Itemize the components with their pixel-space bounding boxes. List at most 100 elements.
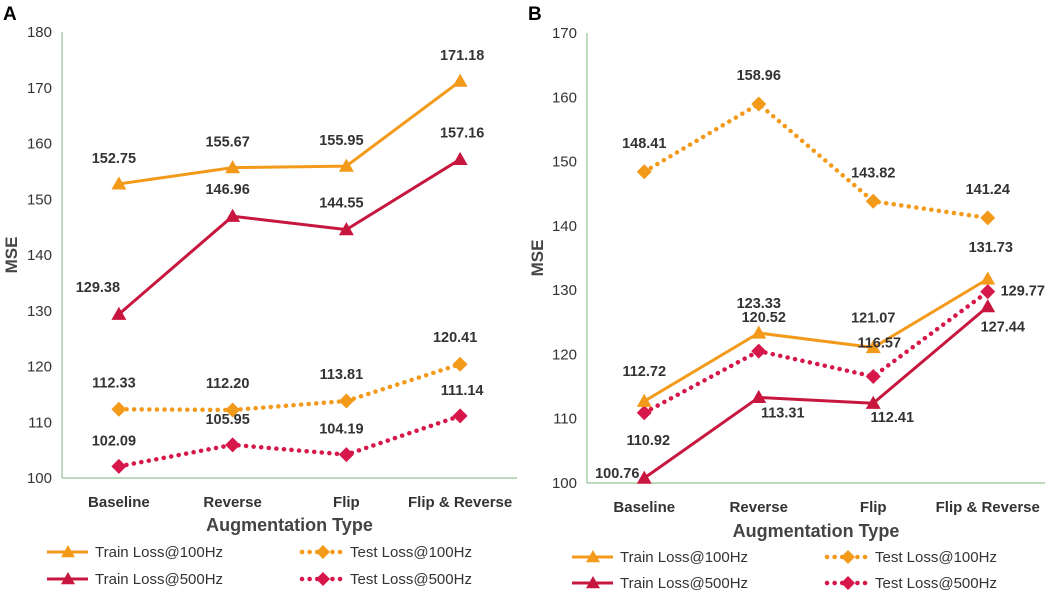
data-label: 102.09 <box>92 433 136 449</box>
data-label: 155.67 <box>205 135 249 151</box>
data-point <box>636 405 652 421</box>
legend-swatch-marker <box>316 545 330 559</box>
x-tick-label: Flip & Reverse <box>936 499 1040 516</box>
series-line <box>642 289 990 416</box>
data-point <box>452 73 468 87</box>
data-label: 112.33 <box>92 375 136 391</box>
data-label: 123.33 <box>737 296 781 312</box>
x-tick-label: Flip <box>333 494 360 511</box>
y-axis-title: MSE <box>528 240 547 277</box>
x-axis-title: Augmentation Type <box>206 515 373 535</box>
legend-label: Test Loss@500Hz <box>875 575 997 591</box>
data-label: 120.41 <box>433 330 477 346</box>
y-tick-label: 150 <box>27 191 52 208</box>
data-point <box>980 284 996 300</box>
series-line <box>116 413 463 469</box>
data-label: 141.24 <box>966 182 1010 198</box>
y-tick-label: 110 <box>28 414 52 431</box>
data-point <box>751 389 767 404</box>
data-label: 146.96 <box>205 182 249 198</box>
data-label: 155.95 <box>319 133 363 149</box>
legend-swatch-marker <box>586 550 600 563</box>
data-point <box>751 96 767 112</box>
legend-label: Test Loss@100Hz <box>875 549 997 566</box>
legend: Train Loss@100Hz Test Loss@100Hz Train Los… <box>47 544 472 588</box>
data-label: 112.41 <box>870 410 914 426</box>
legend-swatch-marker <box>841 576 855 590</box>
data-label: 129.38 <box>76 280 120 296</box>
series-line <box>643 277 989 403</box>
legend-swatch-marker <box>316 572 330 586</box>
data-point <box>636 164 652 180</box>
data-label: 111.14 <box>441 383 484 399</box>
data-point <box>225 208 241 222</box>
series-train-loss-500hz <box>636 299 996 484</box>
x-tick-label: Baseline <box>88 494 150 511</box>
panel-letter: B <box>528 4 542 25</box>
data-label: 116.57 <box>857 335 901 351</box>
y-tick-label: 130 <box>27 303 52 320</box>
data-point <box>111 401 127 417</box>
legend-item-train-loss-100hz: Train Loss@100Hz <box>47 544 223 561</box>
data-label: 148.41 <box>622 136 666 152</box>
data-point <box>111 176 127 190</box>
legend-item-test-loss-100hz: Test Loss@100Hz <box>824 549 997 566</box>
legend-label: Test Loss@100Hz <box>350 544 472 561</box>
y-tick-label: 150 <box>552 154 577 171</box>
data-label: 120.52 <box>742 310 786 326</box>
legend-label: Train Loss@500Hz <box>620 575 748 591</box>
data-point <box>338 222 354 236</box>
data-label: 113.81 <box>320 367 364 383</box>
legend-item-train-loss-100hz: Train Loss@100Hz <box>572 549 748 566</box>
data-point <box>452 408 468 424</box>
legend: Train Loss@100Hz Test Loss@100Hz Train Los… <box>572 549 997 592</box>
data-label: 158.96 <box>737 68 781 84</box>
legend-swatch-marker <box>61 572 75 585</box>
series-line <box>116 361 463 413</box>
data-point <box>452 356 468 372</box>
series-line <box>643 305 989 480</box>
series-line <box>642 101 990 221</box>
x-tick-label: Reverse <box>730 499 788 516</box>
x-tick-label: Reverse <box>203 494 261 511</box>
legend-item-train-loss-500hz: Train Loss@500Hz <box>47 571 223 588</box>
legend-item-test-loss-500hz: Test Loss@500Hz <box>299 571 472 588</box>
y-tick-label: 120 <box>27 359 52 376</box>
legend-label: Train Loss@500Hz <box>95 571 223 588</box>
legend-item-train-loss-500hz: Train Loss@500Hz <box>572 575 748 592</box>
y-tick-label: 100 <box>27 470 52 487</box>
legend-item-test-loss-100hz: Test Loss@100Hz <box>299 544 472 561</box>
data-label: 144.55 <box>319 196 363 212</box>
data-point <box>636 393 652 407</box>
y-tick-label: 100 <box>552 475 577 492</box>
data-point <box>338 447 354 463</box>
y-axis-title: MSE <box>2 237 21 274</box>
data-label: 127.44 <box>981 320 1025 336</box>
series-test-loss-100hz <box>636 96 996 226</box>
data-label: 112.72 <box>622 364 666 380</box>
y-tick-label: 120 <box>552 346 577 363</box>
data-point <box>980 271 996 285</box>
data-label: 131.73 <box>969 240 1013 256</box>
data-label: 100.76 <box>595 466 639 482</box>
series-test-loss-500hz <box>111 408 468 474</box>
series-train-loss-100hz <box>636 271 996 407</box>
legend-label: Train Loss@100Hz <box>620 549 748 566</box>
data-point <box>751 343 767 359</box>
y-tick-label: 130 <box>552 282 577 299</box>
data-point <box>980 210 996 226</box>
y-tick-label: 140 <box>27 247 52 264</box>
y-tick-label: 160 <box>27 136 52 153</box>
data-label: 129.77 <box>1001 284 1045 300</box>
series-train-loss-100hz <box>111 73 468 190</box>
data-label: 112.20 <box>206 376 250 392</box>
data-point <box>865 368 881 384</box>
data-point <box>225 437 241 453</box>
legend-item-test-loss-500hz: Test Loss@500Hz <box>824 575 997 592</box>
series-test-loss-100hz <box>111 356 468 418</box>
panel-a: A 100 110 120 130 140 150 160 170 180 Baseline Reve… <box>2 4 517 588</box>
y-tick-label: 170 <box>27 80 52 97</box>
x-tick-label: Flip <box>860 499 887 516</box>
data-label: 171.18 <box>440 48 484 64</box>
y-tick-label: 140 <box>552 218 577 235</box>
